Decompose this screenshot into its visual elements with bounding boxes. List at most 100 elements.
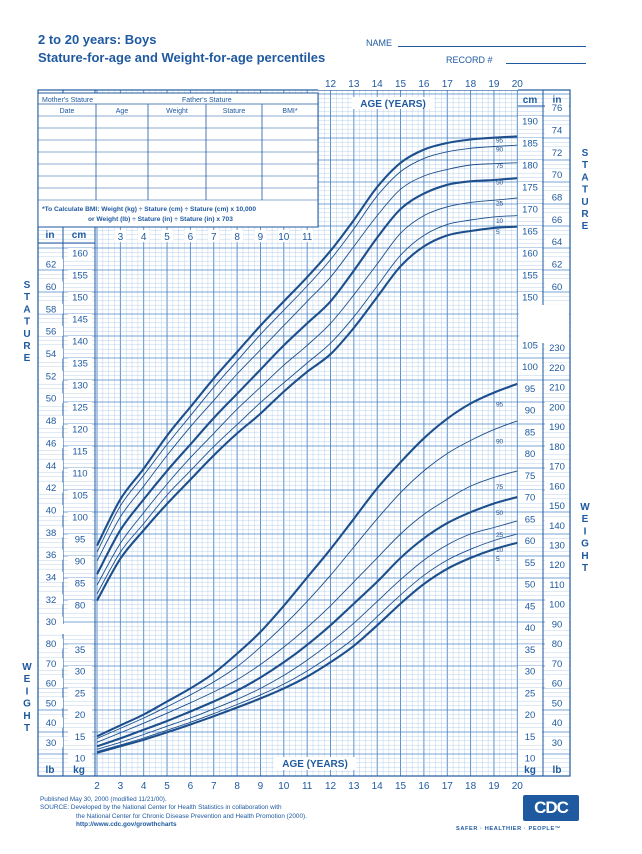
weight-kg-right-10: 10 — [525, 754, 536, 765]
tick-bg — [518, 513, 542, 524]
tick-bg — [545, 618, 569, 629]
tick-bg — [39, 348, 63, 359]
tick-bg — [39, 616, 63, 627]
tick-bg — [518, 339, 542, 350]
tick-bg — [545, 520, 569, 531]
tick-bg — [68, 512, 92, 522]
unit-cm-right: cm — [523, 95, 538, 106]
weight-curve-p10 — [96, 533, 518, 752]
weight-lb-right-230: 230 — [549, 343, 565, 354]
url-link[interactable]: http://www.cdc.gov/growthcharts — [76, 821, 177, 829]
tick-bg — [68, 424, 92, 434]
unit-kg-left: kg — [73, 765, 85, 776]
weight-lb-right-120: 120 — [549, 560, 565, 571]
bottom-age-tick-18: 18 — [465, 781, 477, 792]
inner-age-tick-3: 3 — [118, 232, 124, 243]
stature-in-left-54: 54 — [46, 349, 57, 360]
top-age-tick-16: 16 — [418, 79, 430, 90]
weight-lb-right-210: 210 — [549, 383, 565, 394]
tick-bg — [39, 678, 63, 689]
weight-lb-right-150: 150 — [549, 501, 565, 512]
unit-cm-left: cm — [72, 230, 87, 241]
unit-lb-right: lb — [553, 765, 562, 776]
father-stature-label: Father's Stature — [182, 97, 232, 104]
weight-lb-right-160: 160 — [549, 481, 565, 492]
stature-cm-left-115: 115 — [72, 447, 87, 458]
weight-kg-right-25: 25 — [525, 688, 536, 699]
tick-bg — [545, 441, 569, 452]
stature-vertical-right-4: U — [581, 197, 588, 208]
tick-bg — [68, 358, 92, 368]
weight-lb-right-200: 200 — [549, 402, 565, 413]
bottom-age-tick-6: 6 — [188, 781, 194, 792]
stature-in-left-36: 36 — [46, 550, 57, 561]
top-age-tick-19: 19 — [488, 79, 500, 90]
tick-bg — [39, 326, 63, 337]
tick-bg — [68, 687, 92, 698]
tick-bg — [545, 192, 569, 203]
inner-age-bg — [254, 230, 267, 242]
inner-age-bg — [137, 230, 150, 242]
weight-vertical-left-3: G — [23, 699, 31, 710]
weight-vertical-left-1: E — [24, 674, 31, 685]
bmi-note-2: or Weight (lb) ÷ Stature (in) ÷ Stature … — [88, 216, 233, 223]
tick-bg — [545, 559, 569, 570]
tick-bg — [518, 426, 542, 437]
tick-bg — [518, 226, 542, 236]
tick-bg — [545, 124, 569, 135]
footer: Published May 30, 2000 (modified 11/21/0… — [40, 796, 307, 830]
weight-kg-right-85: 85 — [525, 427, 536, 438]
record-col-1: Age — [116, 108, 129, 115]
tick-bg — [518, 270, 542, 280]
weight-kg-right-45: 45 — [525, 601, 536, 612]
inner-age-bg — [207, 230, 220, 242]
weight-kg-right-75: 75 — [525, 471, 536, 482]
tick-bg — [518, 600, 542, 611]
weight-vertical-right-2: I — [584, 526, 587, 537]
stature-cm-left-145: 145 — [72, 315, 88, 326]
weight-lb-right-60: 60 — [552, 679, 563, 690]
record-label: RECORD # — [446, 55, 493, 65]
tick-bg — [518, 666, 542, 676]
top-age-tick-15: 15 — [395, 79, 407, 90]
tick-bg — [545, 102, 569, 113]
top-age-tick-12: 12 — [325, 79, 337, 90]
tick-bg — [39, 303, 63, 314]
name-field[interactable] — [398, 46, 586, 47]
source-text-1: SOURCE: Developed by the National Center… — [40, 804, 282, 812]
stature-vertical-right-1: T — [582, 160, 588, 171]
stature-cm-right-175: 175 — [522, 183, 538, 194]
stature-in-left-34: 34 — [46, 573, 57, 584]
bottom-age-tick-2: 2 — [94, 781, 100, 792]
record-col-4: BMI* — [282, 108, 297, 115]
tick-bg — [68, 578, 92, 588]
weight-lb-right-90: 90 — [552, 619, 563, 630]
stature-in-left-42: 42 — [46, 483, 57, 494]
stature-in-left-32: 32 — [46, 595, 57, 606]
stature-in-right-74: 74 — [552, 125, 563, 136]
weight-kg-right-50: 50 — [525, 580, 536, 591]
stature-in-right-60: 60 — [552, 282, 563, 293]
weight-kg-right-65: 65 — [525, 514, 536, 525]
record-field[interactable] — [506, 63, 586, 64]
weight-curve-p75 — [96, 470, 518, 743]
tick-bg — [68, 556, 92, 566]
stature-cm-left-110: 110 — [72, 469, 87, 480]
bottom-age-tick-13: 13 — [348, 781, 360, 792]
bottom-age-tick-11: 11 — [302, 781, 313, 792]
tick-bg — [545, 382, 569, 393]
age-title-bg-top — [352, 97, 434, 109]
inner-age-tick-4: 4 — [141, 232, 147, 243]
tick-bg — [39, 370, 63, 381]
tick-bg — [39, 594, 63, 605]
stature-in-left-38: 38 — [46, 528, 57, 539]
inner-age-tick-9: 9 — [258, 232, 264, 243]
tick-bg — [68, 600, 92, 610]
stature-vertical-left-6: E — [24, 353, 31, 364]
stature-curve-p5 — [96, 225, 518, 602]
weight-lb-left-30: 30 — [46, 738, 57, 749]
tick-bg — [545, 421, 569, 432]
chart-title: 2 to 20 years: Boys — [38, 32, 157, 47]
weight-kg-right-70: 70 — [525, 493, 536, 504]
tick-bg — [68, 644, 92, 655]
